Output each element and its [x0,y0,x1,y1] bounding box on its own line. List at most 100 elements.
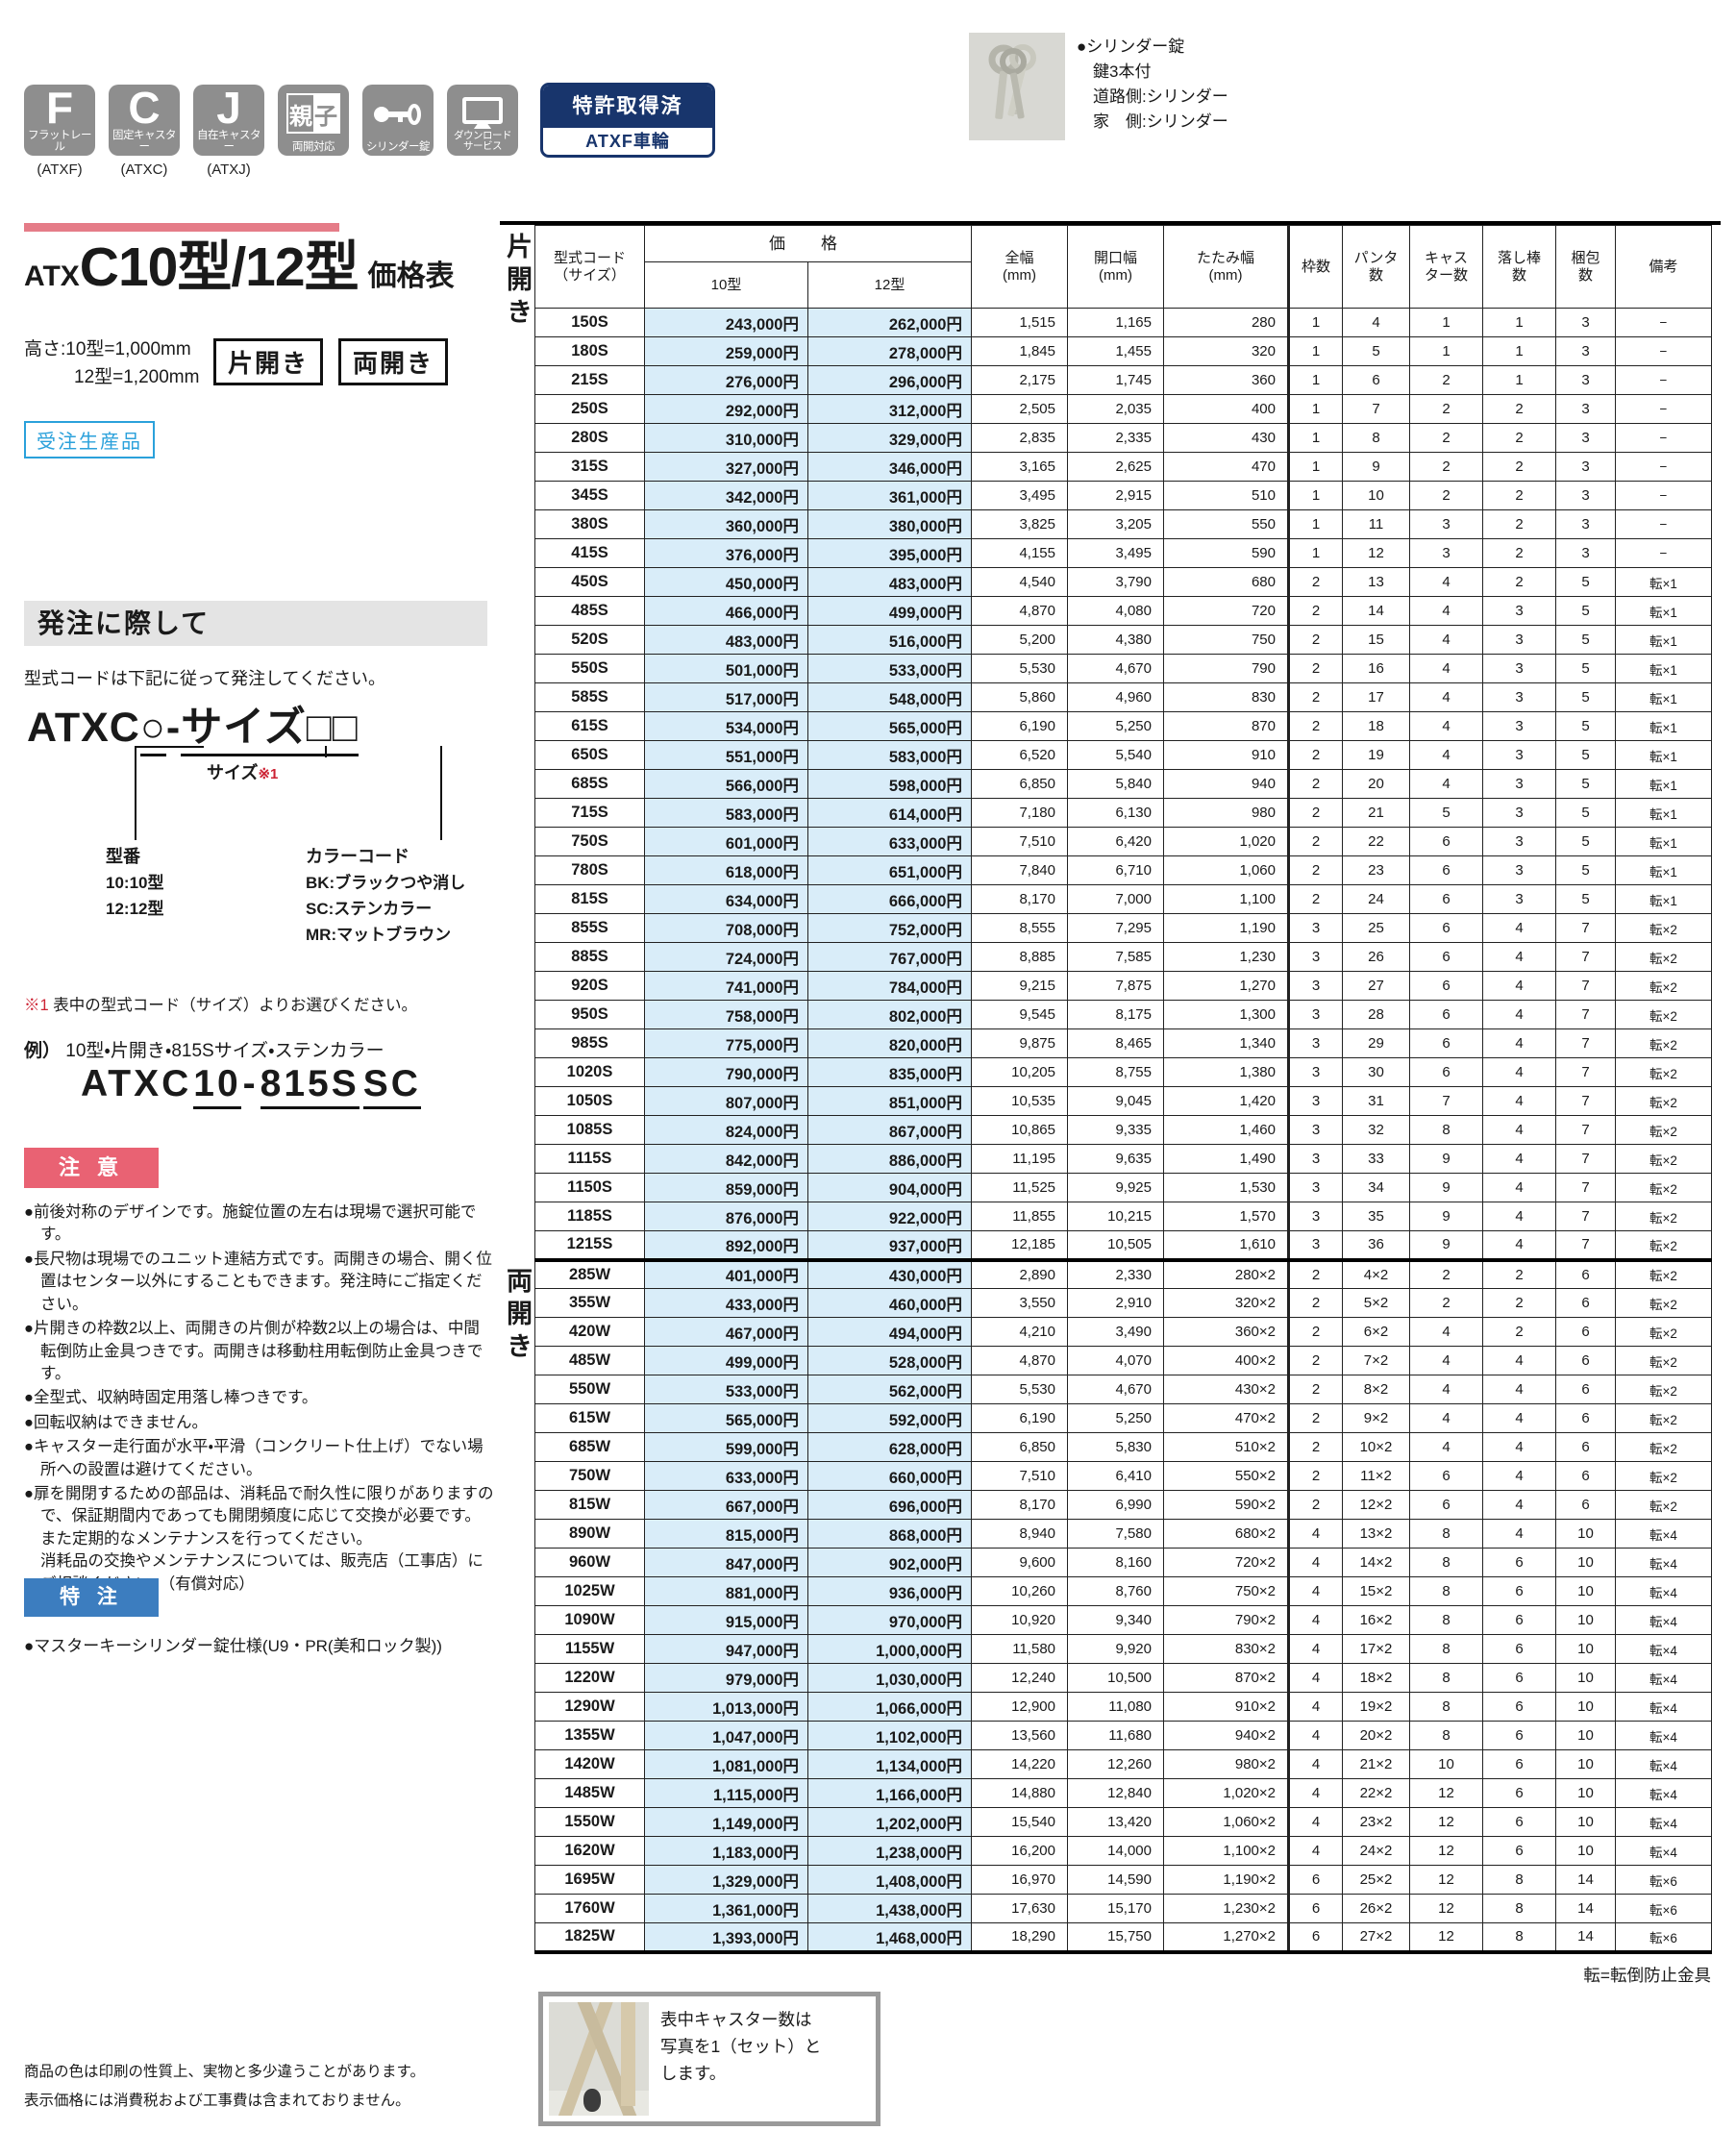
cell-caster-count: 12 [1409,1894,1483,1923]
cell-drop-bar-count: 8 [1482,1894,1556,1923]
cell-price-10: 342,000円 [644,481,808,510]
cell-folded-width: 1,060 [1163,855,1289,885]
cell-frame-count: 4 [1287,1663,1343,1693]
cell-package-count: 6 [1555,1403,1616,1433]
cell-price-10: 310,000円 [644,423,808,453]
cell-caster-count: 2 [1409,1257,1483,1289]
table-row: 1355W 1,047,000円 1,102,000円 13,560 11,680 940… [534,1721,1712,1750]
cell-frame-count: 2 [1287,1317,1343,1347]
cell-frame-count: 2 [1287,625,1343,655]
cell-package-count: 3 [1555,394,1616,424]
cell-model-code: 550W [534,1375,645,1404]
cell-folded-width: 550×2 [1163,1461,1289,1491]
table-row: 585S 517,000円 548,000円 5,860 4,960 830 2 17 4 3 5 転… [534,682,1712,712]
cell-caster-count: 6 [1409,1000,1483,1029]
cell-opening-width: 8,175 [1067,1000,1164,1029]
cell-opening-width: 10,500 [1067,1663,1164,1693]
cell-panta-count: 35 [1342,1202,1410,1231]
cell-frame-count: 3 [1287,1202,1343,1231]
cell-folded-width: 1,610 [1163,1230,1289,1260]
cell-panta-count: 17 [1342,682,1410,712]
cell-package-count: 10 [1555,1692,1616,1722]
cell-package-count: 7 [1555,1144,1616,1174]
cell-total-width: 6,190 [971,711,1068,741]
cell-opening-width: 6,130 [1067,798,1164,828]
cell-caster-count: 6 [1409,942,1483,972]
cell-model-code: 960W [534,1548,645,1577]
cell-frame-count: 2 [1287,711,1343,741]
cell-drop-bar-count: 3 [1482,740,1556,770]
cell-folded-width: 510 [1163,481,1289,510]
cell-folded-width: 1,020 [1163,827,1289,856]
cell-drop-bar-count: 3 [1482,798,1556,828]
cell-package-count: 10 [1555,1576,1616,1606]
cell-model-code: 1620W [534,1836,645,1866]
cell-caster-count: 12 [1409,1807,1483,1837]
cell-model-code: 985S [534,1028,645,1058]
cell-remarks: − [1615,365,1712,395]
cell-opening-width: 9,340 [1067,1605,1164,1635]
cell-total-width: 5,530 [971,654,1068,683]
cell-remarks: 転×2 [1615,1057,1712,1087]
table-row: 1150S 859,000円 904,000円 11,525 9,925 1,530 3 34… [534,1173,1712,1202]
cell-folded-width: 320×2 [1163,1288,1289,1318]
cell-model-code: 415S [534,538,645,568]
cell-remarks: 転×2 [1615,1028,1712,1058]
cell-remarks: 転×4 [1615,1576,1712,1606]
cell-price-10: 724,000円 [644,942,808,972]
caster-note-box: 表中キャスター数は 写真を1（セット）と します。 [538,1992,880,2126]
table-row: 920S 741,000円 784,000円 9,215 7,875 1,270 3 27 6 4… [534,971,1712,1001]
cell-total-width: 7,510 [971,1461,1068,1491]
cell-remarks: 転×2 [1615,1115,1712,1145]
table-row: 1090W 915,000円 970,000円 10,920 9,340 790×2 4 16… [534,1605,1712,1635]
cell-total-width: 17,630 [971,1894,1068,1923]
cell-total-width: 13,560 [971,1721,1068,1750]
cell-package-count: 6 [1555,1490,1616,1520]
cell-folded-width: 1,460 [1163,1115,1289,1145]
color-option: BK:ブラックつや消し [306,874,466,892]
cell-panta-count: 13×2 [1342,1519,1410,1549]
cell-drop-bar-count: 4 [1482,1115,1556,1145]
cell-price-10: 1,329,000円 [644,1865,808,1895]
cell-opening-width: 9,335 [1067,1115,1164,1145]
table-row: 1620W 1,183,000円 1,238,000円 16,200 14,000 1,1… [534,1836,1712,1866]
special-note: ●マスターキーシリンダー錠仕様(U9・PR(美和ロック製)) [24,1637,442,1655]
cell-opening-width: 6,420 [1067,827,1164,856]
cell-model-code: 1020S [534,1057,645,1087]
cell-price-12: 278,000円 [807,336,972,366]
col-header-package-count: 梱包 数 [1555,225,1616,309]
model-code-format: ATXC○-サイズ□□ [27,694,359,756]
cell-folded-width: 1,190 [1163,913,1289,943]
cell-folded-width: 1,420 [1163,1086,1289,1116]
cell-model-code: 1550W [534,1807,645,1837]
cell-price-12: 752,000円 [807,913,972,943]
cell-opening-width: 4,080 [1067,596,1164,626]
cell-drop-bar-count: 4 [1482,1173,1556,1202]
cell-remarks: 転×1 [1615,654,1712,683]
cell-price-12: 346,000円 [807,452,972,482]
cell-opening-width: 3,490 [1067,1317,1164,1347]
cell-model-code: 380S [534,509,645,539]
cell-folded-width: 750 [1163,625,1289,655]
cell-package-count: 7 [1555,1230,1616,1260]
cell-drop-bar-count: 4 [1482,1028,1556,1058]
cell-folded-width: 750×2 [1163,1576,1289,1606]
cell-price-10: 1,393,000円 [644,1922,808,1954]
cell-caster-count: 5 [1409,798,1483,828]
cell-drop-bar-count: 3 [1482,827,1556,856]
cell-total-width: 11,580 [971,1634,1068,1664]
cell-frame-count: 2 [1287,740,1343,770]
cell-total-width: 10,535 [971,1086,1068,1116]
cell-opening-width: 4,070 [1067,1346,1164,1375]
cell-opening-width: 15,750 [1067,1922,1164,1954]
table-row: 985S 775,000円 820,000円 9,875 8,465 1,340 3 29 6 4… [534,1028,1712,1058]
cell-drop-bar-count: 2 [1482,567,1556,597]
col-header-model-code: 型式コード （サイズ） [534,225,645,309]
cell-price-12: 562,000円 [807,1375,972,1404]
cell-opening-width: 10,215 [1067,1202,1164,1231]
cell-price-12: 614,000円 [807,798,972,828]
cell-price-10: 517,000円 [644,682,808,712]
cell-folded-width: 1,190×2 [1163,1865,1289,1895]
cell-opening-width: 3,790 [1067,567,1164,597]
cell-caster-count: 8 [1409,1548,1483,1577]
